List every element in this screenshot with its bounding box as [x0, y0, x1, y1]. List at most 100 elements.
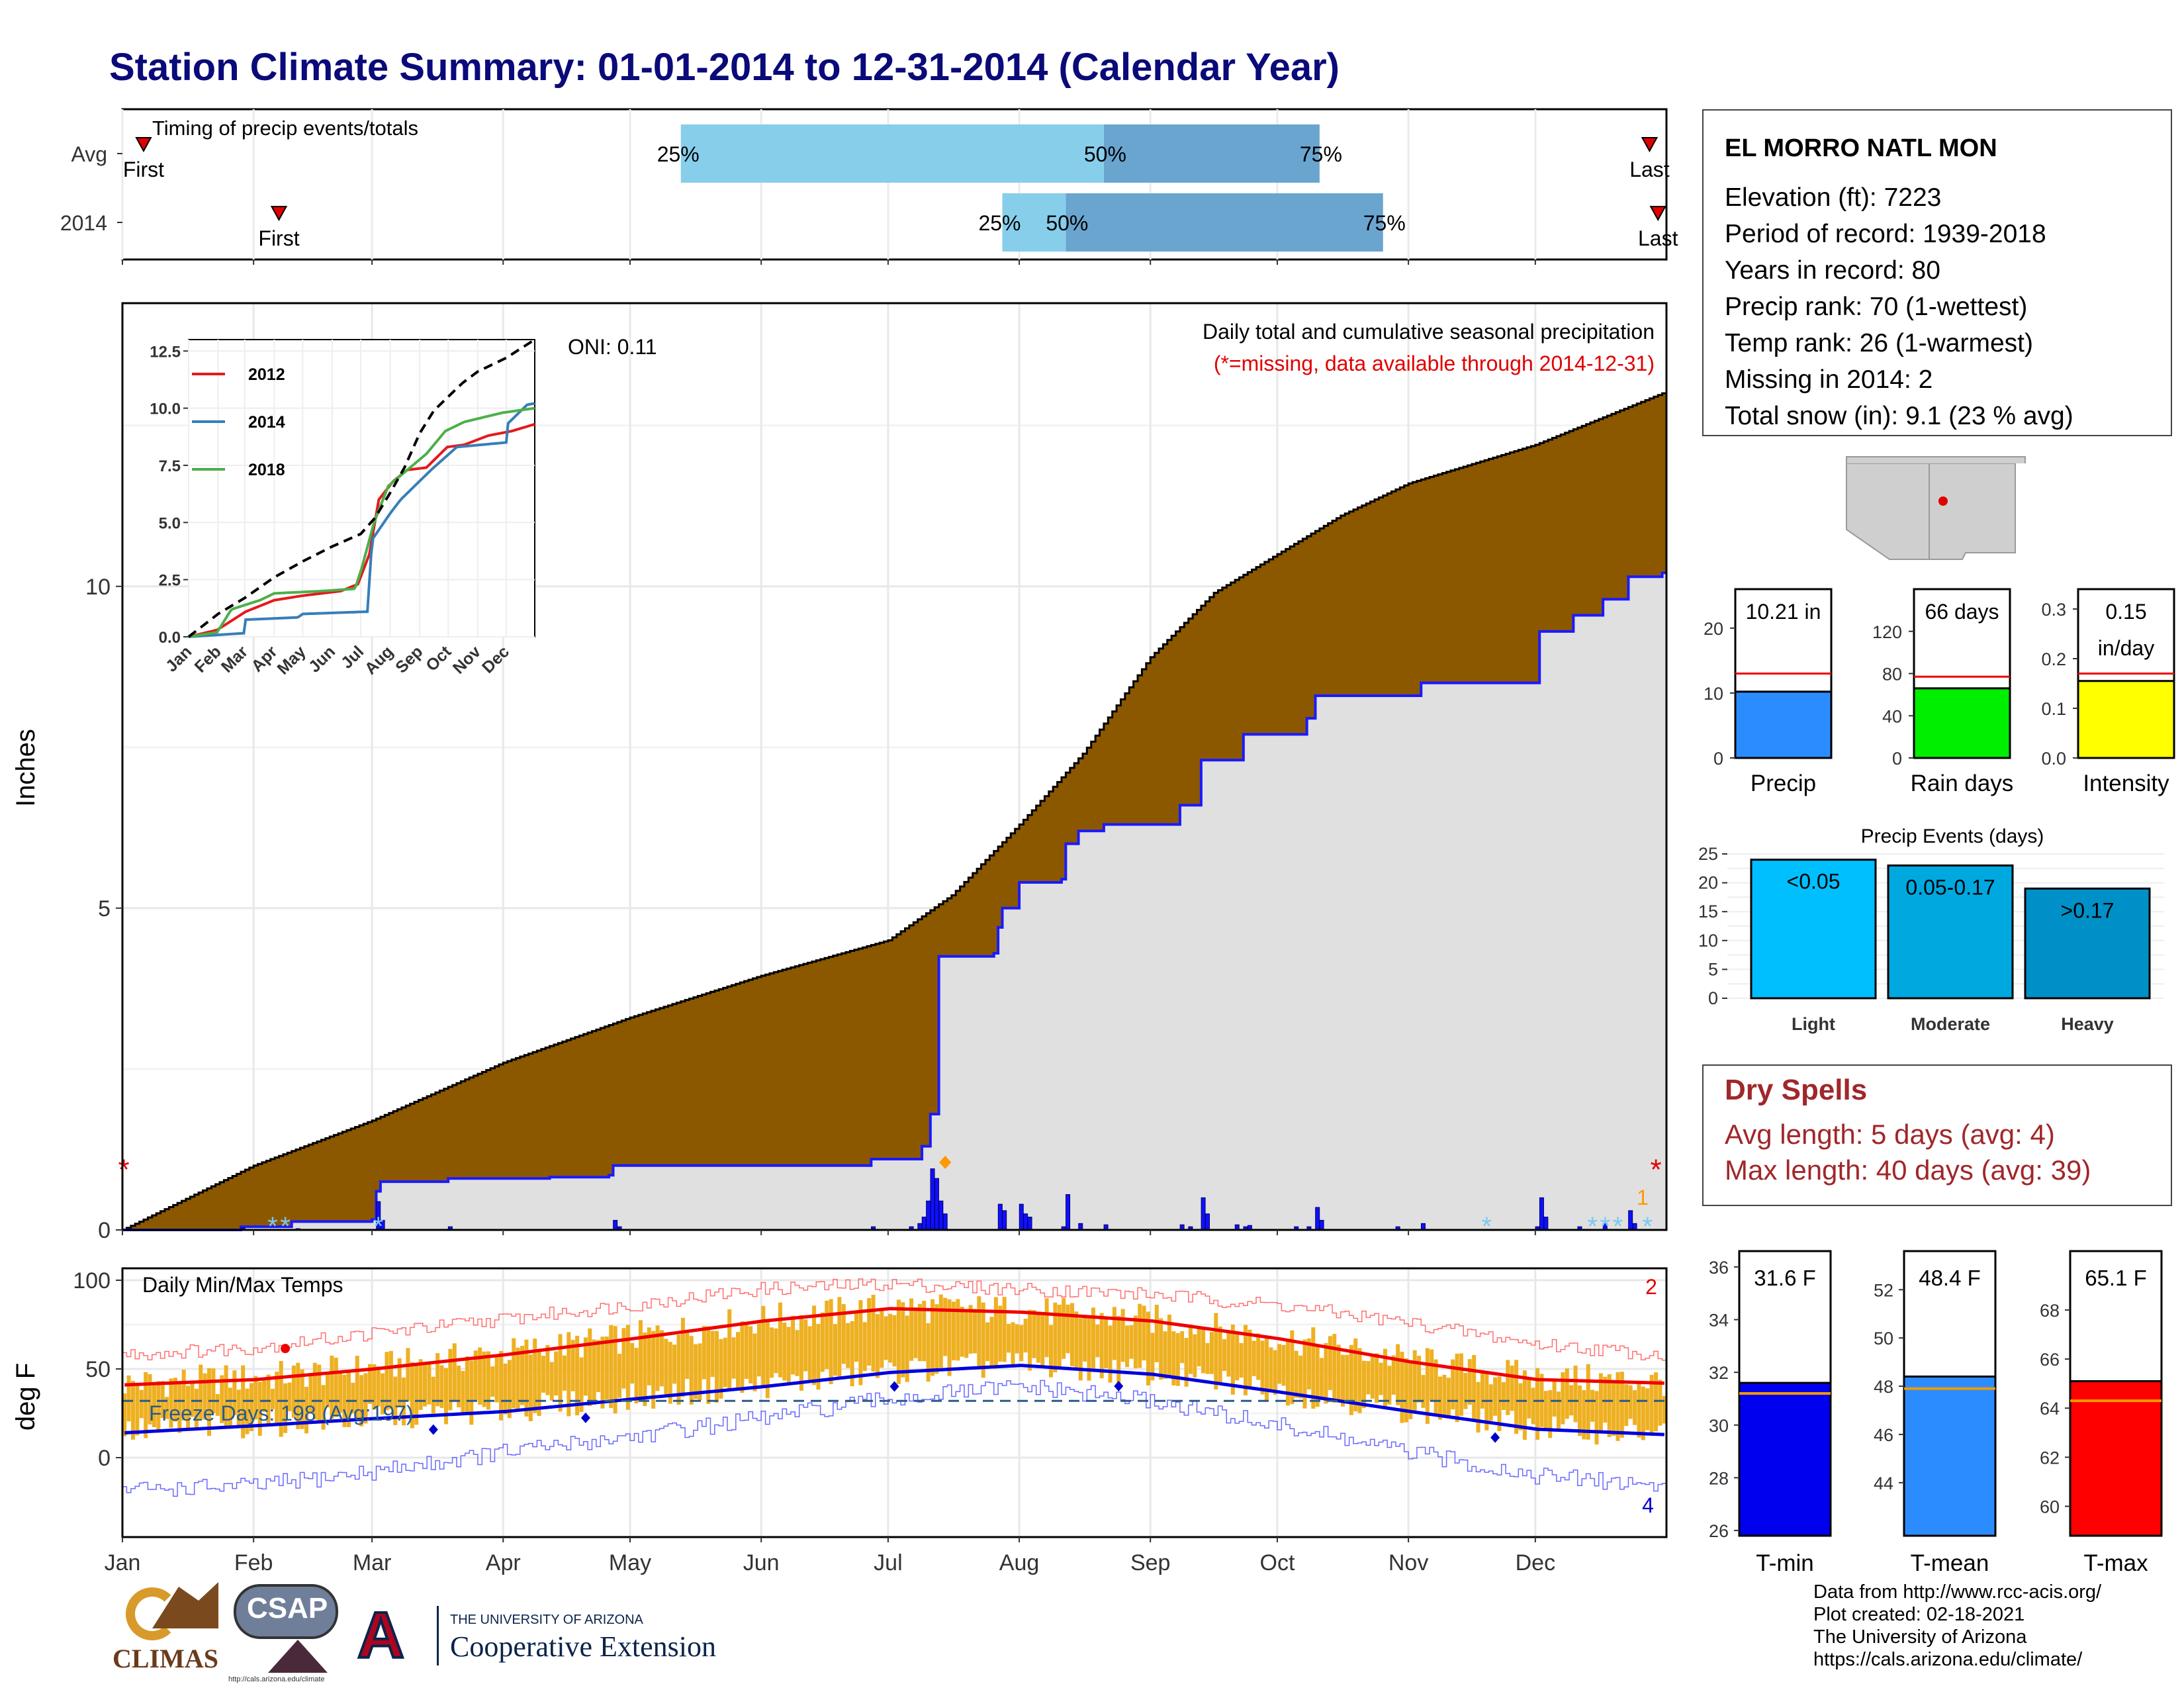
daily-temp-bar	[461, 1370, 465, 1413]
daily-temp-bar	[1522, 1370, 1527, 1440]
daily-temp-bar	[1133, 1315, 1138, 1368]
daily-temp-bar	[1396, 1344, 1400, 1405]
event-category-label: Heavy	[2061, 1014, 2114, 1034]
daily-temp-bar	[1557, 1391, 1561, 1430]
daily-temp-bar	[367, 1364, 372, 1404]
new-mexico-shape	[1929, 463, 2016, 560]
temp-rank-text: Temp rank: 26 (1-warmest)	[1725, 329, 2033, 357]
daily-precip-bar	[921, 1217, 927, 1231]
summary-y-tick-label: 0.0	[2041, 749, 2066, 769]
daily-temp-bar	[1353, 1338, 1358, 1412]
summary-value-label: 10.21 in	[1746, 600, 1821, 624]
ua-small-text: THE UNIVERSITY OF ARIZONA	[450, 1613, 643, 1627]
daily-temp-bar	[770, 1327, 774, 1378]
daily-temp-bar	[1214, 1313, 1218, 1390]
daily-temp-bar	[850, 1321, 854, 1387]
daily-temp-bar	[253, 1376, 258, 1420]
daily-precip-bar	[1319, 1219, 1324, 1231]
daily-temp-bar	[257, 1382, 262, 1436]
dry-spells-box: Dry Spells Avg length: 5 days (avg: 4) M…	[1702, 1064, 2172, 1206]
daily-temp-bar	[841, 1304, 846, 1364]
daily-precip-bar	[1019, 1203, 1024, 1231]
daily-temp-bar	[359, 1375, 364, 1427]
dry-spells-title: Dry Spells	[1725, 1074, 1868, 1106]
daily-temp-bar	[778, 1302, 782, 1378]
daily-temp-bar	[372, 1364, 377, 1410]
daily-temp-bar	[355, 1356, 359, 1421]
events-title: Precip Events (days)	[1861, 825, 2044, 847]
inset-y-tick-label: 12.5	[150, 343, 181, 361]
daily-temp-bar	[1433, 1359, 1438, 1417]
daily-temp-bar	[926, 1323, 931, 1382]
record-low-marker	[889, 1381, 899, 1392]
daily-temp-bar	[549, 1362, 554, 1401]
daily-temp-bar	[1598, 1373, 1603, 1433]
daily-temp-bar	[909, 1298, 914, 1361]
daily-temp-bar	[1028, 1309, 1032, 1371]
summary-y-tick-label: 0	[1713, 749, 1723, 769]
summary-bar-label: Precip	[1751, 771, 1816, 796]
daily-temp-bar	[173, 1378, 177, 1422]
daily-temp-bar	[435, 1353, 440, 1407]
daily-temp-bar	[799, 1315, 803, 1391]
daily-temp-bar	[1514, 1360, 1519, 1434]
daily-temp-bar	[993, 1297, 998, 1369]
daily-temp-bar	[1328, 1336, 1332, 1390]
inset-normal-line	[187, 338, 536, 638]
timing-bar-upper	[1103, 124, 1320, 183]
temp-bar-label: T-mean	[1911, 1550, 1989, 1576]
daily-temp-bar	[922, 1301, 927, 1362]
temp-bar-y-tick-label: 60	[2040, 1497, 2060, 1517]
daily-temp-bar	[740, 1321, 745, 1393]
period-text: Period of record: 1939-2018	[1725, 220, 2046, 248]
summary-bar-label: Rain days	[1911, 771, 2014, 796]
events-y-tick-label: 15	[1698, 902, 1718, 921]
daily-temp-bar	[651, 1331, 656, 1409]
daily-temp-bar	[913, 1307, 918, 1358]
daily-temp-bar	[871, 1294, 876, 1372]
daily-temp-bar	[279, 1361, 283, 1437]
ua-logo: A THE UNIVERSITY OF ARIZONA Cooperative …	[356, 1597, 754, 1675]
daily-temp-bar	[1163, 1331, 1167, 1379]
daily-temp-bar	[1298, 1355, 1303, 1399]
precip-y-tick-label: 0	[98, 1218, 111, 1243]
daily-temp-bar	[1129, 1325, 1134, 1359]
daily-temp-bar	[296, 1362, 300, 1429]
daily-temp-bar	[1645, 1388, 1650, 1430]
daily-temp-bar	[1510, 1365, 1514, 1411]
csap-cloud-icon	[234, 1584, 338, 1639]
daily-temp-bar	[1527, 1378, 1531, 1419]
daily-temp-bar	[1383, 1348, 1387, 1408]
daily-temp-bar	[858, 1300, 863, 1385]
daily-temp-bar	[1573, 1366, 1578, 1423]
daily-temp-bar	[478, 1347, 482, 1405]
elevation-text: Elevation (ft): 7223	[1725, 183, 1942, 212]
daily-temp-bar	[846, 1323, 850, 1368]
event-bar-label: <0.05	[1787, 870, 1841, 894]
daily-temp-bar	[744, 1322, 749, 1380]
missing-marker: *	[118, 1154, 129, 1186]
events-y-tick-label: 10	[1698, 931, 1718, 951]
temp-value-label: 65.1 F	[2085, 1266, 2147, 1290]
daily-temp-bar	[567, 1332, 571, 1417]
northern-states-shape	[1846, 456, 2026, 463]
daily-temp-bar	[1244, 1325, 1248, 1395]
summary-bar	[1734, 690, 1833, 759]
daily-temp-bar	[1281, 1344, 1286, 1386]
daily-temp-bar	[1649, 1374, 1654, 1435]
inset-legend-label: 2018	[248, 461, 285, 479]
daily-temp-bar	[791, 1315, 796, 1375]
climas-logo-text: CLIMAS	[113, 1644, 219, 1673]
daily-temp-bar	[1404, 1358, 1408, 1423]
daily-temp-bar	[956, 1299, 960, 1361]
last-event-marker	[1649, 206, 1666, 222]
daily-temp-bar	[499, 1350, 504, 1421]
daily-temp-bar	[575, 1335, 580, 1416]
daily-temp-bar	[363, 1373, 368, 1424]
summary-y-tick-label: 120	[1872, 622, 1902, 642]
daily-temp-bar	[1205, 1342, 1210, 1374]
daily-temp-bar	[126, 1375, 131, 1422]
daily-temp-bar	[1654, 1372, 1659, 1432]
temp-bar-y-tick-label: 68	[2040, 1301, 2060, 1321]
daily-temp-bar	[816, 1324, 821, 1390]
